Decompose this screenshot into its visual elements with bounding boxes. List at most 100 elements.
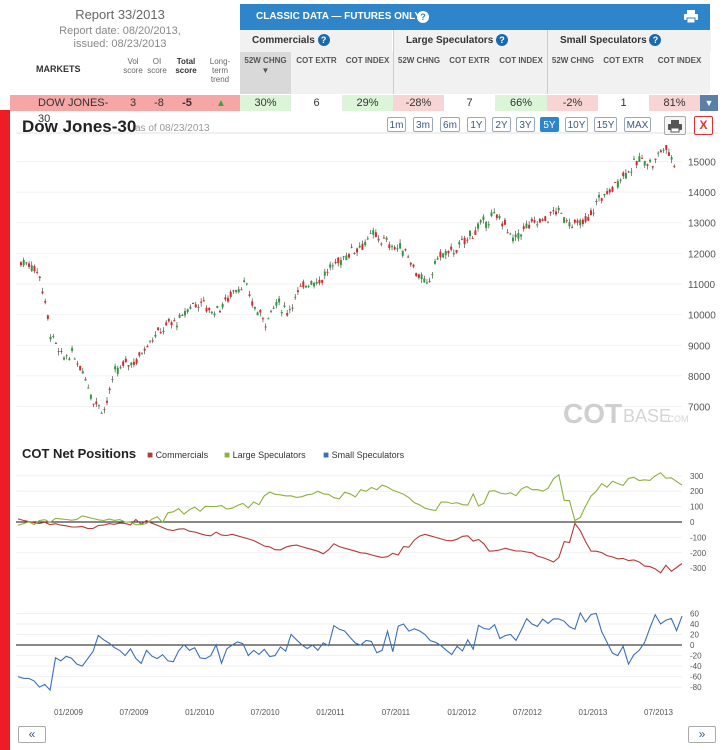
price-candle: [530, 219, 533, 222]
timeframe-3y-button[interactable]: 3Y: [516, 117, 535, 132]
price-candle: [541, 219, 544, 221]
price-candle: [60, 350, 63, 352]
report-date: Report date: 08/20/2013,: [59, 25, 181, 37]
price-candle: [36, 271, 39, 273]
price-candle: [627, 171, 630, 173]
price-candle: [587, 216, 590, 221]
price-candle: [659, 150, 662, 153]
small-cot-extr-header[interactable]: COT EXTR: [598, 52, 649, 94]
price-candle: [229, 291, 232, 297]
row-expand-dropdown[interactable]: ▼: [700, 95, 718, 111]
price-candle: [522, 226, 525, 229]
price-candle: [350, 246, 353, 248]
print-icon[interactable]: [684, 10, 698, 26]
previous-market-button[interactable]: «: [18, 726, 46, 743]
large-cot-index-header[interactable]: COT INDEX: [495, 52, 547, 94]
price-candle: [256, 312, 259, 316]
price-candle: [509, 233, 512, 235]
price-candle: [294, 296, 297, 298]
timeframe-10y-button[interactable]: 10Y: [565, 117, 588, 132]
timeframe-1y-button[interactable]: 1Y: [467, 117, 486, 132]
price-candle: [428, 281, 431, 283]
help-icon[interactable]: ?: [496, 34, 509, 47]
price-candle: [299, 285, 302, 287]
commercials-cot-index-header[interactable]: COT INDEX: [342, 52, 393, 94]
price-candle: [135, 359, 138, 364]
price-candle: [100, 412, 103, 414]
price-candle: [420, 274, 423, 280]
price-candle: [345, 255, 348, 261]
small-cot-index-header[interactable]: COT INDEX: [649, 52, 710, 94]
price-candle: [227, 297, 230, 302]
price-candle: [304, 285, 307, 288]
price-candle: [576, 220, 579, 223]
price-candle: [450, 246, 453, 250]
help-icon[interactable]: ?: [317, 34, 330, 47]
price-candle: [165, 322, 168, 326]
price-candle: [348, 254, 350, 258]
price-candle: [154, 334, 157, 337]
large-52w-change-cell: -28%: [393, 95, 444, 111]
timeframe-1m-button[interactable]: 1m: [387, 117, 406, 132]
price-candle: [452, 252, 455, 255]
large-cot-extr-header[interactable]: COT EXTR: [444, 52, 495, 94]
market-name-cell[interactable]: DOW JONES-30: [10, 95, 120, 125]
price-candle: [646, 164, 649, 166]
x-tick-label: 07/2010: [251, 708, 280, 717]
legend-small-speculators: ■ Small Speculators: [323, 450, 405, 461]
oi-score-header: OI score: [147, 57, 167, 75]
print-chart-button[interactable]: [664, 116, 686, 135]
price-candle: [52, 335, 55, 337]
help-icon[interactable]: ?: [649, 34, 662, 47]
price-candle: [41, 291, 44, 294]
price-candle: [396, 248, 399, 250]
timeframe-max-button[interactable]: MAX: [624, 117, 651, 132]
price-candle: [146, 346, 149, 348]
price-candle: [149, 340, 152, 342]
small-52w-change-header[interactable]: 52W CHNG: [547, 52, 598, 94]
price-candle: [444, 251, 447, 256]
price-candle: [415, 272, 418, 277]
price-candle: [657, 152, 660, 154]
price-candle: [272, 307, 275, 309]
small-52w-change-cell: -2%: [547, 95, 598, 111]
price-candle: [291, 307, 294, 309]
help-icon[interactable]: ?: [417, 11, 429, 23]
price-candle: [210, 311, 213, 314]
price-candle: [641, 157, 644, 159]
vol-score-cell: 3: [120, 95, 146, 111]
x-tick-label: 07/2009: [120, 708, 149, 717]
price-candle: [479, 220, 482, 223]
timeframe-15y-button[interactable]: 15Y: [594, 117, 617, 132]
price-candle: [167, 319, 170, 322]
timeframe-6m-button[interactable]: 6m: [440, 117, 460, 132]
commercials-cot-extr-header[interactable]: COT EXTR: [291, 52, 342, 94]
price-candle: [404, 248, 407, 251]
price-candle: [423, 278, 426, 283]
price-candle: [619, 179, 622, 181]
price-candle: [372, 230, 375, 235]
x-tick-label: 01/2010: [185, 708, 214, 717]
price-candle: [538, 218, 541, 223]
timeframe-2y-button[interactable]: 2Y: [492, 117, 511, 132]
price-candle: [89, 394, 92, 399]
price-candle: [71, 348, 74, 351]
price-candle: [503, 219, 506, 225]
timeframe-3m-button[interactable]: 3m: [413, 117, 433, 132]
price-candle: [280, 312, 283, 314]
next-market-button[interactable]: »: [688, 726, 716, 743]
commercials-52w-change-header[interactable]: 52W CHNG ▼: [240, 52, 291, 94]
timeframe-5y-button[interactable]: 5Y: [540, 117, 559, 132]
large-52w-change-header[interactable]: 52W CHNG: [393, 52, 444, 94]
close-chart-button[interactable]: X: [694, 116, 713, 135]
price-candle: [184, 311, 186, 316]
price-candle: [557, 207, 560, 211]
price-candle: [458, 242, 461, 245]
price-candle: [326, 271, 329, 273]
trend-arrow-icon: ▲: [216, 98, 226, 109]
price-candle: [506, 232, 509, 234]
price-candle: [560, 212, 563, 214]
cot-y-tick-label: 100: [690, 503, 704, 512]
price-candle: [549, 212, 552, 214]
report-issued-date: issued: 08/23/2013: [73, 38, 167, 50]
